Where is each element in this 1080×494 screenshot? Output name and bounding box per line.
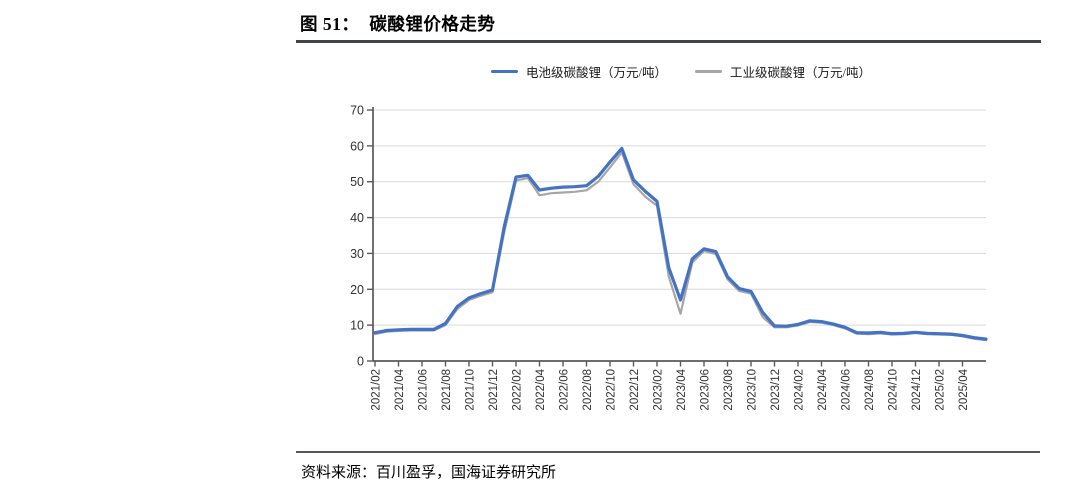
gridlines	[373, 109, 986, 326]
x-tick-label: 2022/06	[559, 369, 571, 411]
series-line-2	[373, 151, 988, 342]
x-tick-label: 2021/02	[371, 369, 383, 411]
x-tick-label: 2023/06	[700, 369, 712, 411]
industrial-grade-line-swatch	[695, 70, 722, 73]
legend-item-battery-grade: 电池级碳酸锂（万元/吨）	[491, 62, 667, 81]
x-tick-label: 2021/08	[441, 369, 453, 411]
x-tick-label: 2021/10	[465, 369, 477, 411]
x-tick-label: 2024/08	[864, 369, 876, 411]
title-divider	[296, 40, 1041, 43]
axes: 0 10 20 30 40 50 60 70 2021/02 2021/04 2021/06 2021…	[350, 104, 986, 411]
x-tick-label: 2022/02	[512, 369, 524, 411]
legend-label-battery-grade: 电池级碳酸锂（万元/吨）	[526, 66, 667, 80]
y-tick-label: 20	[350, 283, 364, 297]
y-tick-label: 50	[350, 175, 364, 189]
series-line-1	[373, 146, 988, 341]
y-tick-label: 60	[350, 139, 364, 153]
x-tick-label: 2025/02	[935, 369, 947, 411]
x-tick-label: 2024/12	[911, 369, 923, 411]
figure-title: 图 51： 碳酸锂价格走势	[300, 11, 495, 36]
y-tick-label: 40	[350, 211, 364, 225]
legend-item-industrial-grade: 工业级碳酸锂（万元/吨）	[695, 62, 871, 81]
source-divider	[296, 451, 1040, 453]
x-tick-label: 2021/12	[488, 369, 500, 411]
x-tick-label: 2022/08	[582, 369, 594, 411]
figure-source: 资料来源：百川盈孚，国海证券研究所	[301, 465, 557, 481]
x-tick-label: 2022/10	[606, 369, 618, 411]
x-tick-label: 2023/12	[770, 369, 782, 411]
x-tick-label: 2024/06	[841, 369, 853, 411]
x-tick-label: 2021/04	[394, 368, 406, 410]
y-tick-label: 70	[350, 104, 364, 118]
chart-legend: 电池级碳酸锂（万元/吨） 工业级碳酸锂（万元/吨）	[375, 62, 987, 81]
x-tick-label: 2022/04	[535, 368, 547, 410]
x-tick-label: 2024/02	[794, 369, 806, 411]
y-tick-label: 30	[350, 247, 364, 261]
x-tick-label: 2021/06	[418, 369, 430, 411]
x-tick-label: 2025/04	[958, 368, 970, 410]
x-tick-label: 2023/04	[676, 368, 688, 410]
y-tick-label: 10	[350, 319, 364, 333]
legend-label-industrial-grade: 工业级碳酸锂（万元/吨）	[730, 66, 871, 80]
x-tick-label: 2023/10	[747, 369, 759, 411]
figure-label: 图 51：	[300, 14, 360, 34]
x-tick-label: 2023/02	[653, 369, 665, 411]
x-tick-label: 2022/12	[629, 369, 641, 411]
x-tick-label: 2023/08	[723, 369, 735, 411]
x-tick-label: 2024/04	[817, 368, 829, 410]
figure-title-text: 碳酸锂价格走势	[369, 14, 496, 34]
y-tick-label: 0	[357, 355, 364, 369]
battery-grade-line-swatch	[491, 70, 519, 73]
x-tick-label: 2024/10	[888, 369, 900, 411]
